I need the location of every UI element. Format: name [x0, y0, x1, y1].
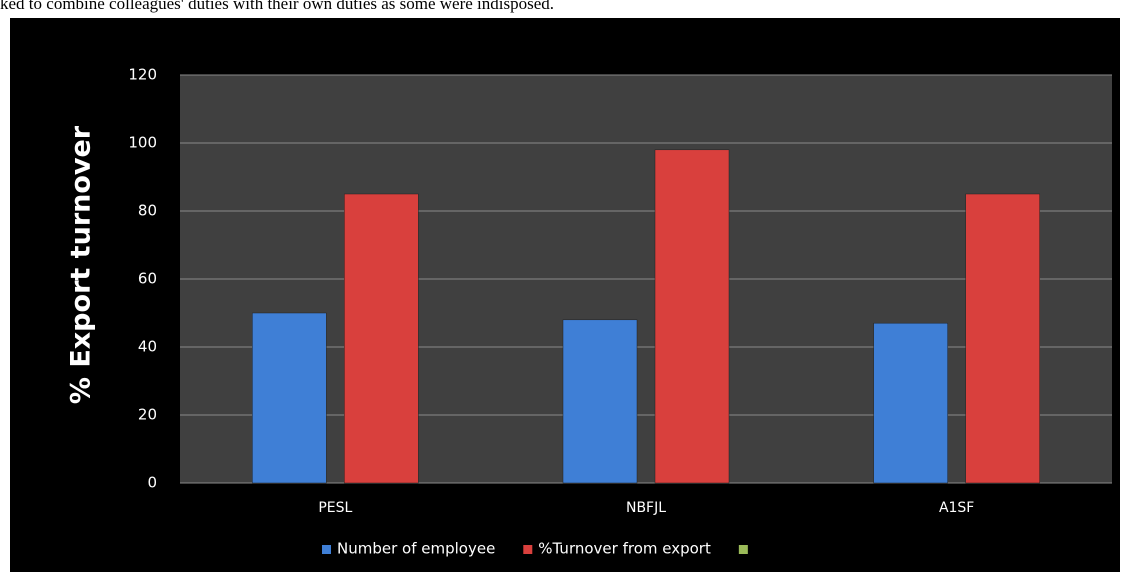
x-tick-label: PESL: [318, 500, 352, 516]
y-axis-title: % Export turnover: [66, 125, 97, 404]
legend-marker: [523, 545, 533, 554]
y-tick-label: 0: [147, 474, 157, 492]
x-tick-label: NBFJL: [626, 500, 666, 516]
y-tick-label: 120: [128, 66, 157, 84]
legend-marker: [738, 545, 748, 554]
bar: [873, 322, 948, 484]
y-tick-label: 40: [138, 338, 157, 356]
legend-label: Number of employee: [337, 540, 495, 558]
x-tick-label: A1SF: [939, 500, 974, 516]
bar: [252, 312, 327, 484]
bar: [654, 149, 730, 484]
y-tick-label: 60: [138, 270, 157, 288]
y-tick-label: 80: [138, 202, 157, 220]
legend-label: %Turnover from export: [538, 540, 711, 558]
bar: [562, 319, 638, 484]
y-tick-label: 20: [138, 406, 157, 424]
bar: [344, 193, 419, 484]
legend-marker: [322, 545, 331, 554]
bar: [965, 193, 1040, 484]
y-tick-label: 100: [128, 134, 157, 152]
document-text: ked to combine colleagues' duties with t…: [0, 0, 555, 13]
